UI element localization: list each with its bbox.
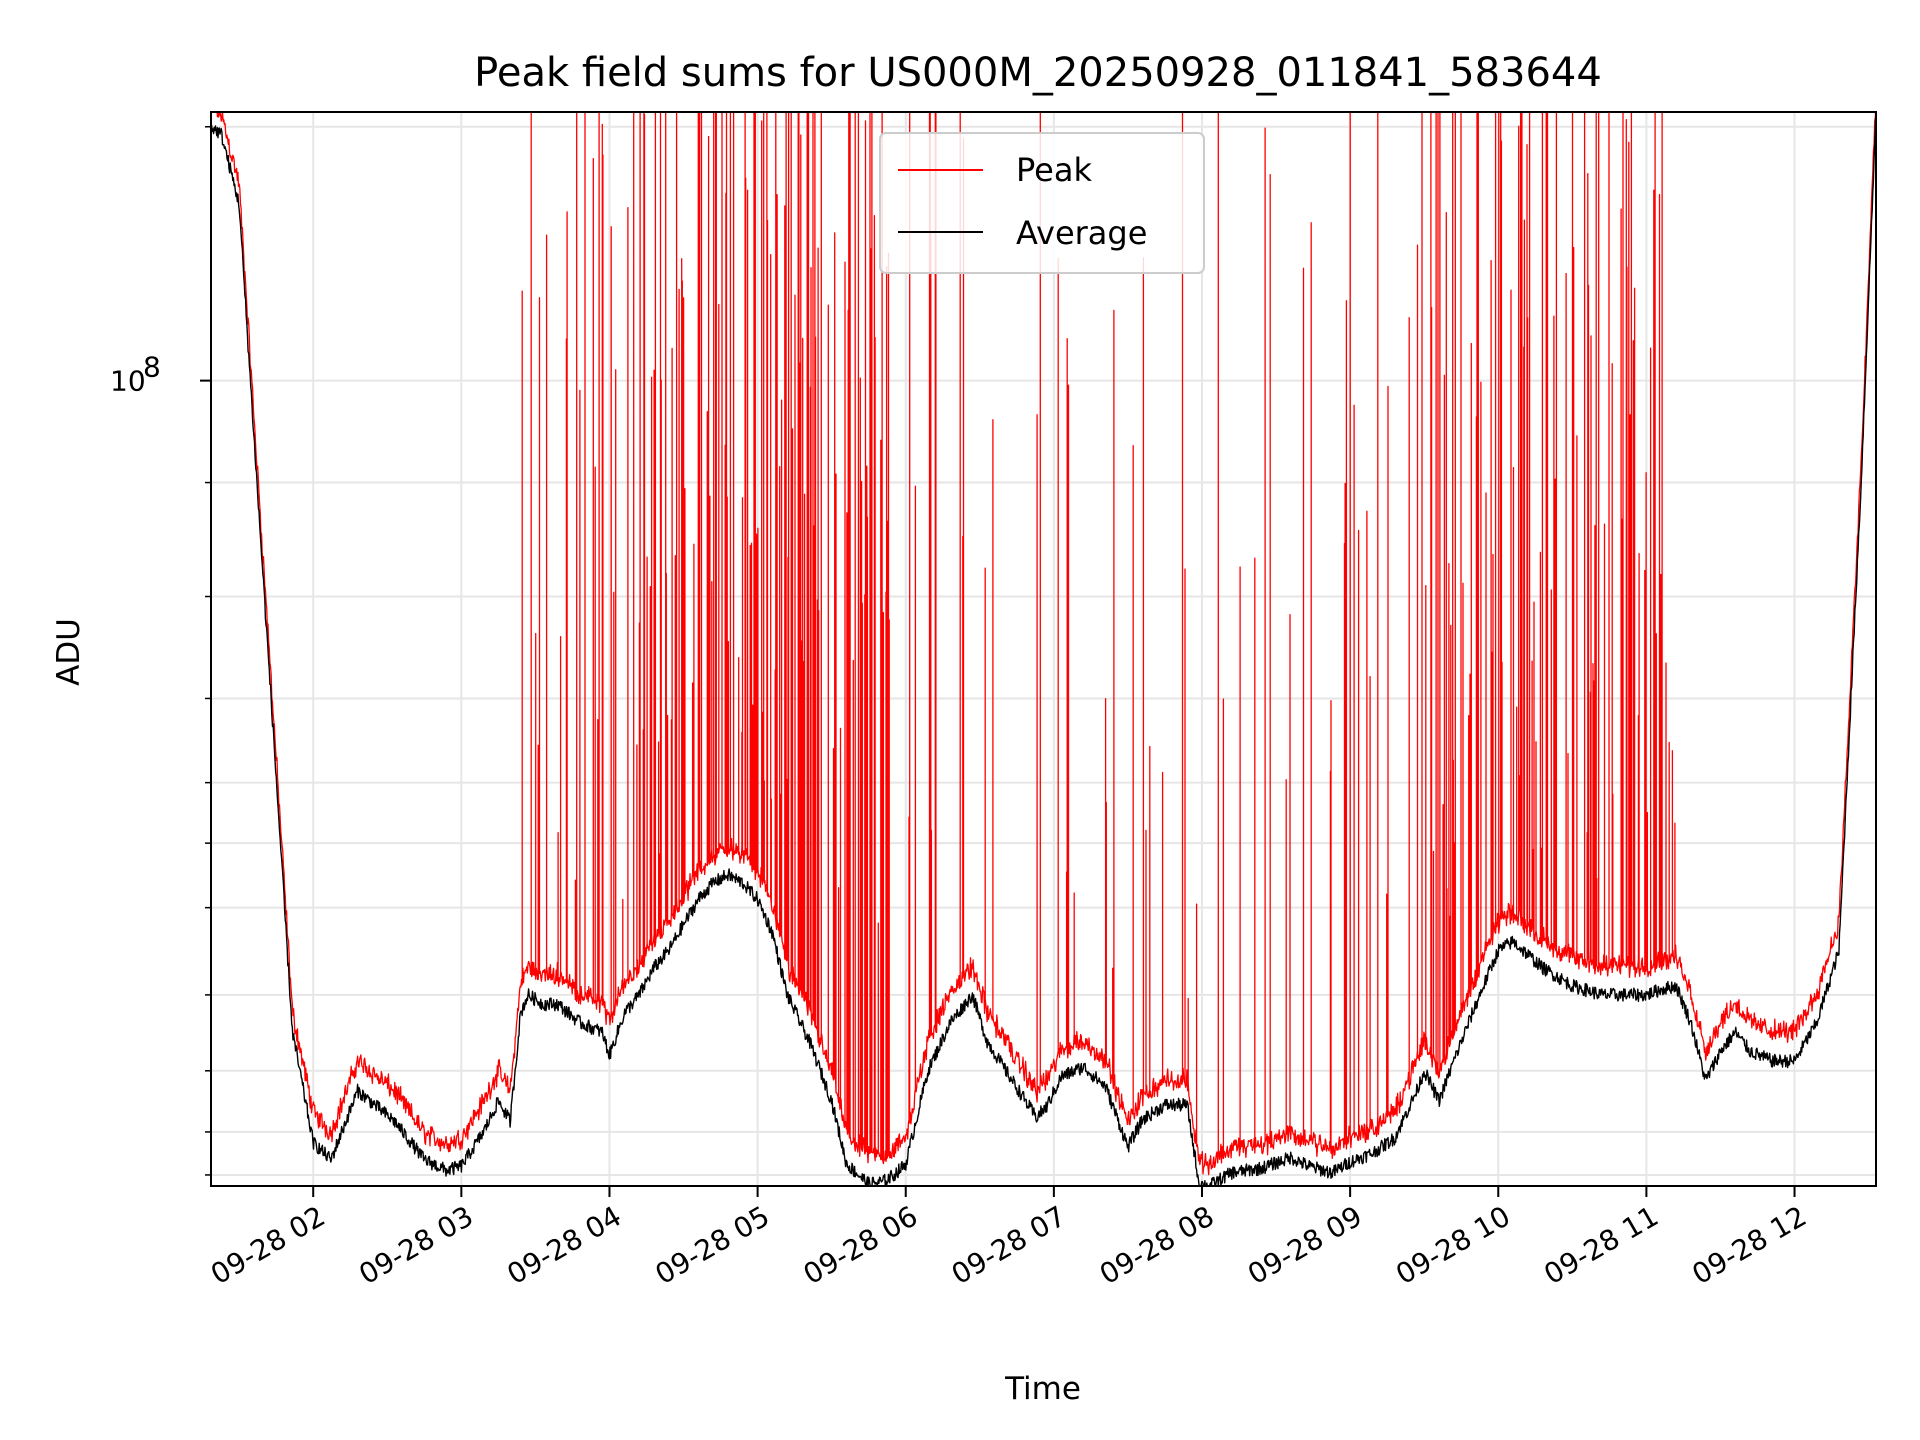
series-lines bbox=[211, 112, 1876, 1186]
y-tick-label-exponent: 8 bbox=[143, 351, 161, 384]
series-line-average bbox=[211, 112, 1876, 1186]
plot-frame bbox=[210, 111, 1877, 1187]
y-tick-label: 10 bbox=[110, 365, 146, 398]
y-axis-label: ADU bbox=[51, 618, 87, 686]
series-line-peak bbox=[214, 112, 1876, 1176]
chart-title: Peak field sums for US000M_20250928_0118… bbox=[474, 50, 1602, 96]
legend: Peak Average bbox=[879, 132, 1205, 274]
x-axis-label: Time bbox=[1004, 1371, 1081, 1407]
y-axis: 108 bbox=[110, 126, 211, 1176]
legend-box bbox=[879, 132, 1205, 274]
legend-label-peak: Peak bbox=[1016, 151, 1092, 189]
legend-label-average: Average bbox=[1016, 214, 1147, 252]
